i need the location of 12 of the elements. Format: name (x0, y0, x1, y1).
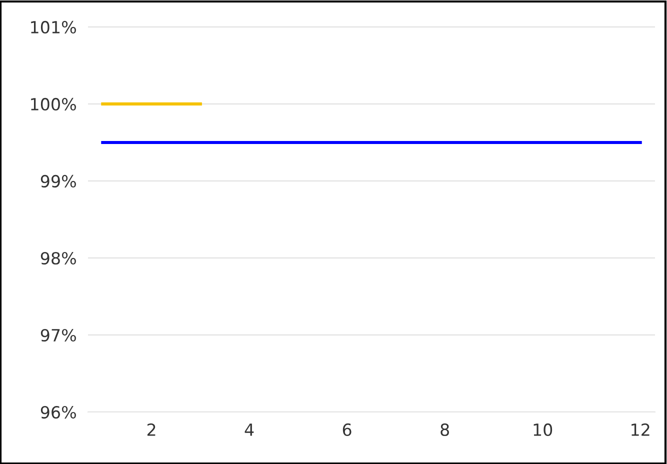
y-tick-label: 97% (40, 328, 76, 342)
y-tick-label: 96% (40, 406, 76, 419)
x-tick-label: 4 (244, 424, 254, 436)
y-tick-label: 99% (40, 174, 76, 188)
x-tick-label: 6 (342, 423, 352, 436)
y-tick-label: 98% (40, 252, 76, 265)
x-tick-label: 12 (632, 423, 650, 436)
y-tick-label: 100% (31, 98, 76, 111)
x-tick-label: 2 (147, 423, 156, 436)
x-tick-label: 10 (534, 423, 552, 436)
y-tick-label: 101% (31, 20, 76, 34)
x-tick-label: 8 (440, 423, 449, 436)
